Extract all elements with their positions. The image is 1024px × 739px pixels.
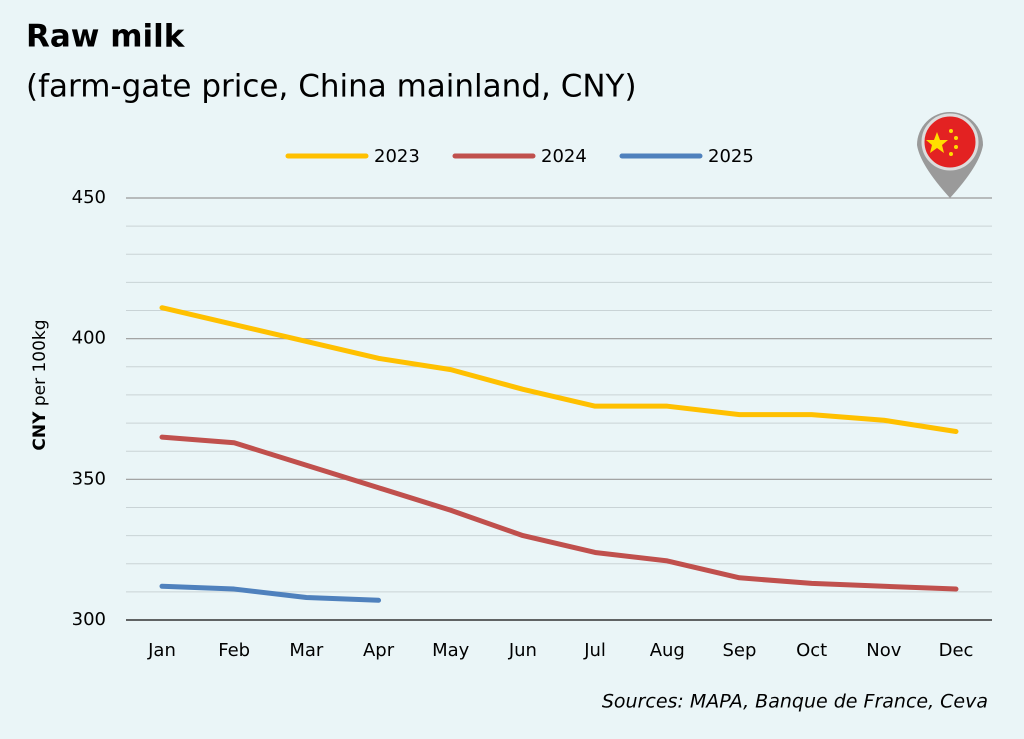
x-tick-label: Dec — [939, 640, 974, 661]
y-axis-label: CNY per 100kg — [30, 319, 50, 450]
series-line — [159, 305, 959, 435]
y-tick-label: 450 — [72, 187, 106, 208]
x-tick-label: Jun — [508, 640, 537, 661]
x-tick-label: Aug — [650, 640, 685, 661]
x-tick-label: Feb — [218, 640, 250, 661]
legend-label: 2023 — [374, 146, 420, 167]
x-tick-label: Mar — [289, 640, 324, 661]
x-tick-label: Sep — [722, 640, 756, 661]
y-tick-label: 300 — [72, 609, 106, 630]
y-label-unit: CNY — [30, 411, 50, 451]
x-tick-label: May — [432, 640, 470, 661]
x-tick-label: Jul — [583, 640, 606, 661]
x-tick-label: Nov — [866, 640, 901, 661]
y-tick-label: 350 — [72, 468, 106, 489]
x-tick-label: Jan — [147, 640, 176, 661]
flag-pin — [917, 112, 983, 198]
y-label-text: per 100kg — [30, 319, 50, 406]
legend-label: 2025 — [708, 146, 754, 167]
legend-label: 2024 — [541, 146, 587, 167]
series-line — [159, 434, 959, 592]
series-line — [159, 583, 382, 603]
y-tick-label: 400 — [72, 328, 106, 349]
chart-title: Raw milk — [26, 19, 186, 55]
chart-subtitle: (farm-gate price, China mainland, CNY) — [26, 69, 637, 105]
x-tick-label: Oct — [796, 640, 827, 661]
source: Sources: MAPA, Banque de France, Ceva — [602, 691, 988, 713]
x-tick-label: Apr — [363, 640, 395, 661]
